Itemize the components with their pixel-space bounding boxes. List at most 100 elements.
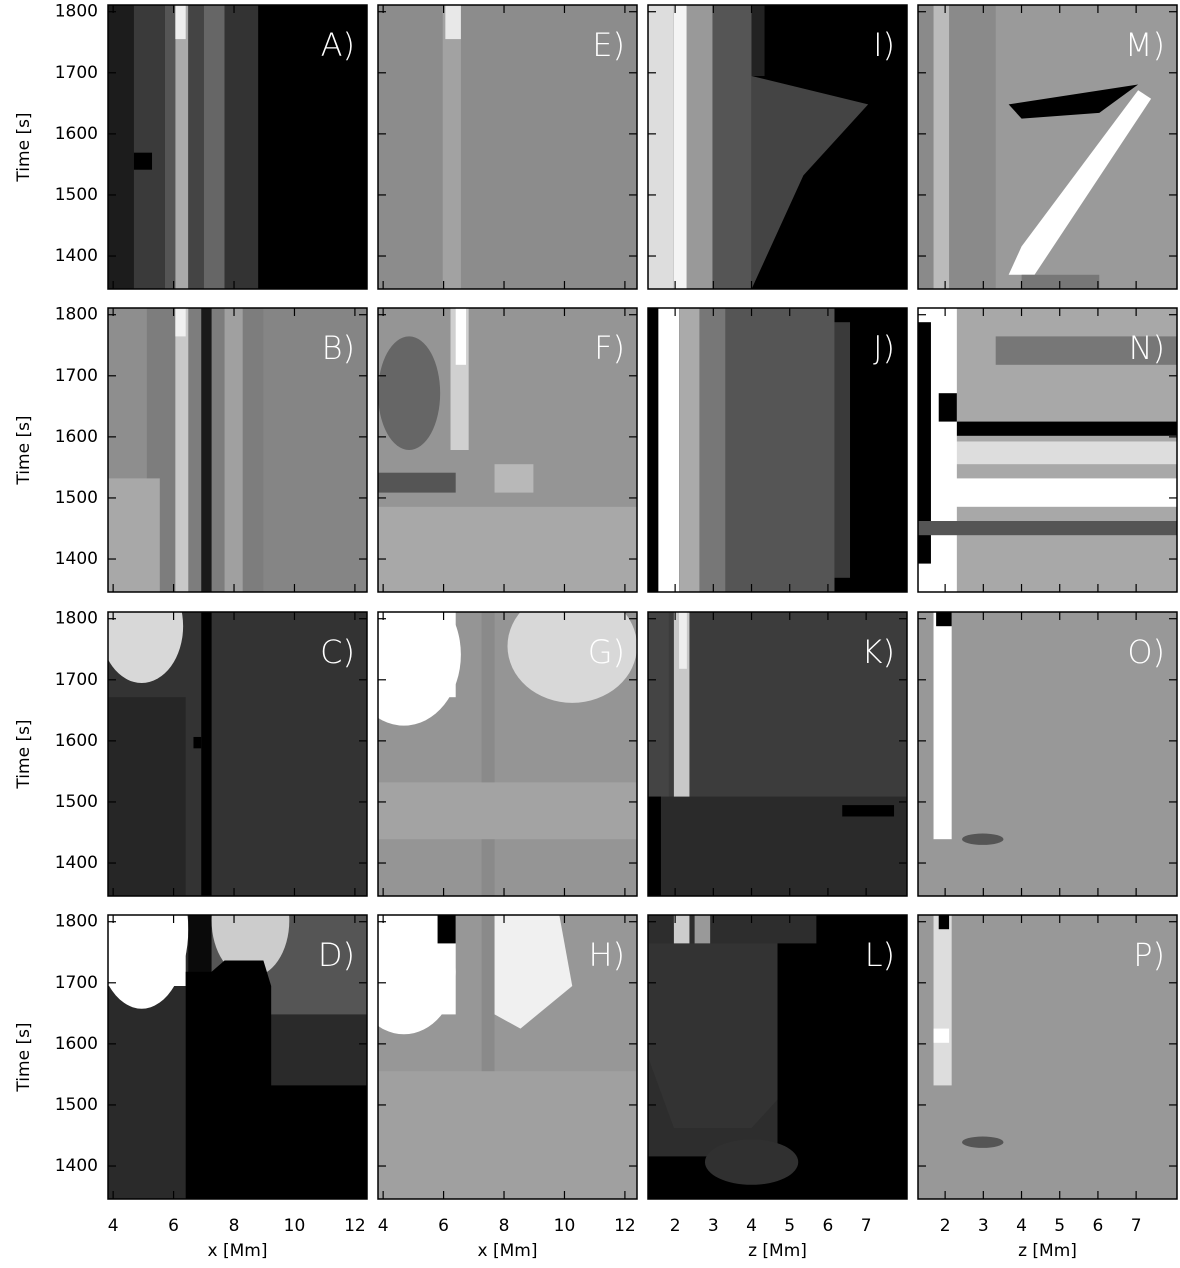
image-region xyxy=(648,796,661,896)
y-tick-label: 1800 xyxy=(55,609,98,629)
y-tick-label: 1800 xyxy=(55,305,98,325)
x-tick-label: 8 xyxy=(499,1216,510,1236)
panel-label: H) xyxy=(588,936,625,974)
image-region xyxy=(108,612,184,683)
image-region xyxy=(224,308,243,592)
panel: K) xyxy=(647,611,908,897)
image-region xyxy=(918,915,1177,1199)
image-region xyxy=(962,1136,1004,1148)
image-region xyxy=(164,5,176,289)
image-region xyxy=(918,478,1177,507)
x-tick-label: 6 xyxy=(438,1216,449,1236)
image-region xyxy=(175,308,186,337)
image-region xyxy=(725,308,835,592)
panel-label: A) xyxy=(321,26,355,64)
frame xyxy=(107,611,368,897)
image-region xyxy=(943,441,1177,465)
image-region xyxy=(133,152,153,170)
x-tick-label: 5 xyxy=(1054,1216,1065,1236)
image-region xyxy=(1008,84,1139,119)
y-tick-label: 1600 xyxy=(55,427,98,447)
image-region xyxy=(834,322,851,578)
image-region xyxy=(442,5,461,289)
x-axis-label: z [Mm] xyxy=(1018,1241,1077,1261)
image-region xyxy=(378,5,637,289)
y-tick-label: 1400 xyxy=(55,246,98,266)
x-tick-label: 6 xyxy=(823,1216,834,1236)
panel: G) xyxy=(377,611,638,897)
frame xyxy=(917,307,1178,593)
image-region xyxy=(936,612,952,627)
x-tick-label: 3 xyxy=(708,1216,719,1236)
panel: J) xyxy=(647,307,908,593)
image-region xyxy=(108,478,160,592)
x-tick-label: 10 xyxy=(554,1216,576,1236)
image xyxy=(648,915,907,1199)
frame xyxy=(647,307,908,593)
image-region xyxy=(378,612,456,698)
image xyxy=(648,308,907,592)
image-region xyxy=(679,612,687,669)
image-region xyxy=(933,1028,950,1043)
panel: C) 1400 1500 1600 1700 1800 Time [s] xyxy=(14,609,368,897)
image-region xyxy=(378,1071,637,1199)
image-region xyxy=(918,322,931,564)
image-region xyxy=(943,421,1177,436)
image-region xyxy=(699,308,726,592)
image xyxy=(108,308,367,592)
frame xyxy=(377,611,638,897)
image xyxy=(378,612,637,896)
image xyxy=(648,612,907,896)
image-region xyxy=(258,5,367,289)
y-tick-label: 1700 xyxy=(55,670,98,690)
image-region xyxy=(455,308,467,365)
image xyxy=(378,308,637,592)
image-region xyxy=(378,782,637,840)
y-tick-label: 1400 xyxy=(55,549,98,569)
panel-label: B) xyxy=(322,329,355,367)
frame xyxy=(107,307,368,593)
y-tick-label: 1400 xyxy=(55,853,98,873)
y-tick-label: 1400 xyxy=(55,1156,98,1176)
image xyxy=(918,612,1177,896)
panel-label: N) xyxy=(1129,329,1165,367)
x-tick-label: 7 xyxy=(1131,1216,1142,1236)
x-axis-label: x [Mm] xyxy=(208,1241,268,1261)
image-region xyxy=(108,915,186,986)
image-region xyxy=(263,308,367,592)
y-tick-label: 1600 xyxy=(55,1034,98,1054)
image-region xyxy=(918,521,1177,536)
image xyxy=(108,915,367,1199)
panel: O) xyxy=(917,611,1178,897)
x-tick-label: 5 xyxy=(784,1216,795,1236)
panel-label: G) xyxy=(588,633,625,671)
image xyxy=(918,915,1177,1199)
x-tick-label: 8 xyxy=(229,1216,240,1236)
panel-label: J) xyxy=(873,329,895,367)
x-tick-label: 4 xyxy=(746,1216,757,1236)
image-region xyxy=(494,915,573,1029)
image-region xyxy=(648,322,656,465)
y-axis-label: Time [s] xyxy=(14,719,34,789)
image-region xyxy=(175,5,186,40)
frame xyxy=(647,611,908,897)
image-region xyxy=(712,5,752,289)
image-region xyxy=(507,612,637,703)
image xyxy=(108,5,367,289)
frame xyxy=(917,914,1178,1200)
panel-label: M) xyxy=(1125,26,1165,64)
image xyxy=(918,308,1177,592)
x-tick-label: 4 xyxy=(108,1216,119,1236)
y-tick-label: 1600 xyxy=(55,124,98,144)
image-region xyxy=(842,805,895,817)
y-tick-label: 1500 xyxy=(55,488,98,508)
panel-label: F) xyxy=(594,329,625,367)
panel: A) 1400 1500 1600 1700 1800 Time [s] xyxy=(14,2,368,290)
image-region xyxy=(658,308,680,592)
x-tick-label: 7 xyxy=(861,1216,872,1236)
panel-label: I) xyxy=(873,26,895,64)
image-region xyxy=(133,5,165,289)
y-tick-label: 1500 xyxy=(55,185,98,205)
x-axis-label: z [Mm] xyxy=(748,1241,807,1261)
